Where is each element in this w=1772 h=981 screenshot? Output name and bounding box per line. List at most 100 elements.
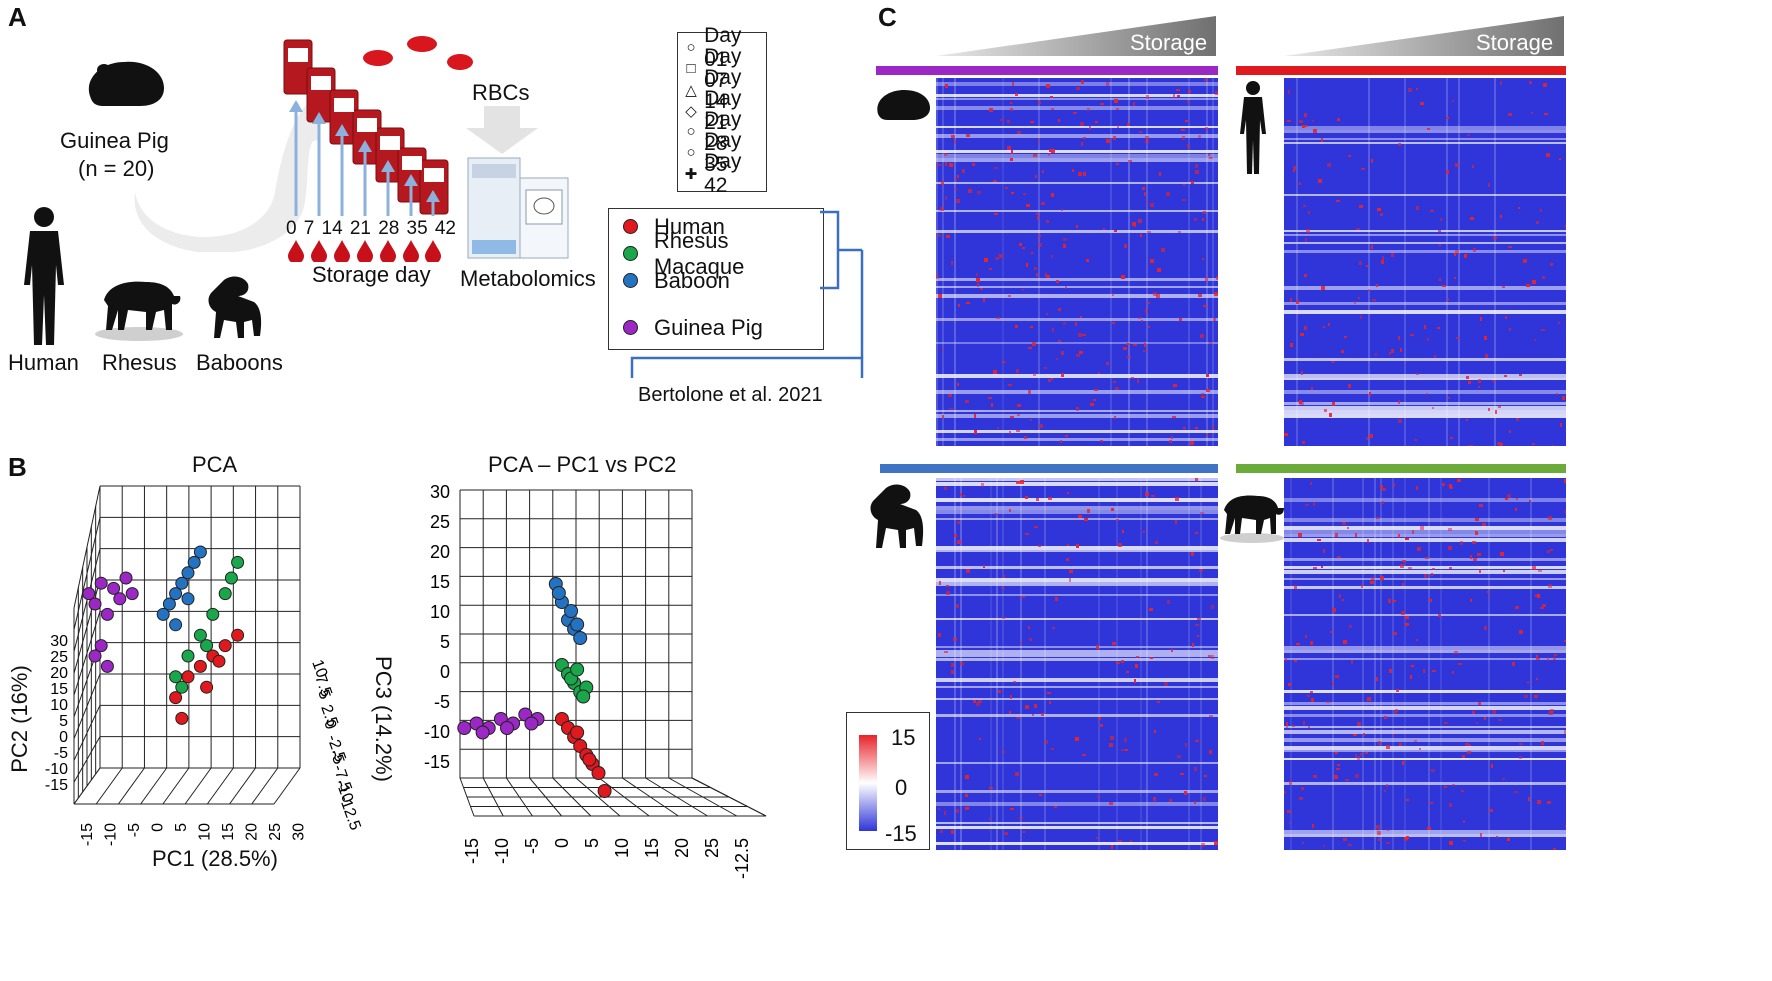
- pca3d-point: [206, 607, 220, 621]
- pca2d-x-tick: -5: [522, 838, 542, 854]
- storage-day-42: 42: [434, 218, 456, 239]
- flow-swoosh: [134, 100, 320, 252]
- day-legend-row: ○ Day 01: [678, 24, 766, 71]
- pca3d-point: [113, 592, 127, 606]
- day-legend-row: ◇ Day 21: [678, 87, 766, 134]
- pca2d-point: [475, 725, 490, 740]
- pca3d-point: [193, 628, 207, 642]
- pca2d-point: [597, 784, 612, 798]
- pca2d-grid: [459, 489, 767, 817]
- storage-day-0: 0: [286, 218, 297, 239]
- pca2d-y-tick: 30: [430, 482, 450, 502]
- pca2d-y-tick: 25: [430, 512, 450, 532]
- pca3d-point: [169, 618, 183, 632]
- pca3d-z-tick: -5: [326, 748, 347, 767]
- pca3d-point: [169, 670, 183, 684]
- guinea-pig-icon: [877, 90, 930, 120]
- pca3d-chart: -15 -10 -5 0 5 10 15 20 25 30302520151050-5-10-15…: [45, 485, 364, 846]
- pca2d-y-tick: 20: [430, 542, 450, 562]
- legend-item-human: Human: [609, 214, 823, 239]
- pca3d-point: [200, 680, 214, 694]
- pca3d-x-tick: -15: [79, 823, 96, 846]
- pca2d-point: [591, 766, 606, 780]
- human-icon: [1240, 81, 1266, 174]
- day-legend-row: □ Day 07: [678, 45, 766, 92]
- square-icon: □: [686, 60, 696, 77]
- pca3d-z-tick: 2.5: [317, 703, 341, 730]
- pca3d-x-tick: 25: [267, 823, 284, 841]
- human-label: Human: [8, 350, 79, 375]
- pca2d-title: PCA – PC1 vs PC2: [488, 452, 677, 477]
- pca3d-x-tick: 10: [197, 823, 214, 841]
- pca3d-point: [162, 597, 176, 611]
- pca2d-x-tick: 25: [702, 838, 722, 858]
- rhesus-bar: [1236, 464, 1566, 473]
- pca2d-y-tick: 5: [440, 632, 450, 652]
- storage-day-35: 35: [406, 218, 428, 239]
- dendrogram: [630, 210, 864, 378]
- heatmap-guinea-pig: [936, 78, 1218, 446]
- rhesus-icon: [95, 281, 183, 341]
- triangle-icon: △: [685, 81, 697, 99]
- pca2d-point: [582, 752, 597, 767]
- pca2d-point: [573, 631, 588, 645]
- diamond-icon: ◇: [685, 102, 697, 120]
- pca2d-y-tick: -15: [424, 752, 450, 772]
- pca3d-point: [156, 607, 170, 621]
- pca3d-points: [82, 545, 245, 725]
- pca3d-point: [107, 581, 121, 595]
- pca2d-point: [551, 586, 566, 600]
- day-legend-row: ○ Day 28: [678, 108, 766, 155]
- pca2d-point: [524, 716, 539, 731]
- pca3d-y-tick: 15: [50, 681, 68, 698]
- legend-item-rhesus: Rhesus Macaque: [609, 228, 823, 279]
- rbc-icons: [363, 36, 473, 70]
- guinea-pig-color-dot: [623, 320, 638, 335]
- guinea-pig-n: (n = 20): [78, 156, 155, 181]
- pca3d-point: [181, 566, 195, 580]
- pca3d-point: [82, 587, 96, 601]
- pca3d-title: PCA: [192, 452, 238, 477]
- pca3d-point: [125, 587, 139, 601]
- heatmap-baboon: [936, 478, 1218, 850]
- pca3d-z-tick: -10: [332, 778, 356, 806]
- pca3d-y-tick: 20: [50, 665, 68, 682]
- storage-day-14: 14: [321, 218, 343, 239]
- storage-day-label: Storage day: [312, 262, 431, 287]
- circle-icon: ○: [686, 39, 696, 56]
- human-bar: [1236, 66, 1566, 75]
- pca3d-x-tick: -5: [126, 823, 143, 837]
- human-color-dot: [623, 219, 638, 234]
- pca2d-x-tick: -15: [462, 838, 482, 864]
- pca3d-y-tick: 30: [50, 633, 68, 650]
- pca3d-point: [187, 555, 201, 569]
- pca2d-y-tick: 10: [430, 602, 450, 622]
- pca3d-y-tick: -5: [54, 745, 68, 762]
- baboon-icon: [208, 276, 262, 338]
- baboon-color-dot: [623, 273, 638, 288]
- panel-c-letter: C: [878, 2, 897, 32]
- pca3d-point: [175, 680, 189, 694]
- pca2d-point: [570, 617, 585, 632]
- pca3d-z-tick: 10: [308, 658, 330, 681]
- pca2d-x-tick: 20: [672, 838, 692, 858]
- pca3d-point: [175, 576, 189, 590]
- circle-icon: ○: [686, 144, 696, 161]
- rhesus-icon: [1220, 495, 1284, 543]
- pca2d-point: [576, 689, 591, 704]
- rhesus-label: Rhesus: [102, 350, 177, 375]
- storage-day-21: 21: [349, 218, 371, 239]
- pca2d-point: [457, 721, 472, 735]
- pca2d-x-tick: -10: [492, 838, 512, 864]
- pca2d-x-tick: 15: [642, 838, 662, 858]
- pca2d-x-tick: 5: [582, 838, 602, 848]
- pca3d-point: [193, 545, 207, 559]
- pc2-axis-label: PC2 (16%): [6, 665, 32, 773]
- day-legend-row: △ Day 14: [678, 66, 766, 113]
- pca3d-point: [119, 571, 133, 585]
- pca3d-point: [175, 711, 189, 725]
- colorbar-legend: 15 0 -15: [846, 712, 930, 850]
- pca3d-y-tick: 0: [59, 729, 68, 746]
- pca3d-point: [212, 654, 226, 668]
- pca2d-point: [500, 721, 514, 735]
